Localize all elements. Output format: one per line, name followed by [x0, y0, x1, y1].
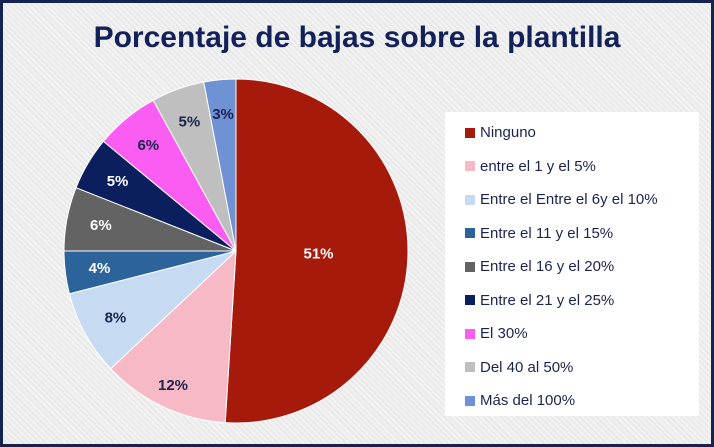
legend-label: Más del 100% [480, 392, 576, 409]
data-label: 5% [179, 114, 201, 131]
pie-slice [109, 249, 237, 424]
pie-slice [224, 78, 409, 424]
legend-label: Ninguno [480, 124, 536, 141]
pie-chart: 51% 12% 8% 4% 6% 5% 6% 5% 3% [63, 78, 409, 424]
legend-swatch [465, 194, 475, 205]
legend: Ninguno entre el 1 y el 5% Entre el Entre … [445, 112, 699, 416]
legend-swatch [465, 328, 475, 339]
legend-swatch [465, 295, 475, 305]
data-label: 5% [107, 173, 129, 190]
data-label: 6% [137, 137, 159, 154]
data-label: 51% [304, 246, 334, 263]
data-label: 8% [105, 309, 127, 326]
legend-label: Entre el 16 y el 20% [480, 258, 615, 275]
legend-item: entre el 1 y el 5% [465, 158, 596, 175]
chart-title: Porcentaje de bajas sobre la plantilla [93, 21, 621, 54]
data-label: 12% [158, 377, 188, 394]
legend-swatch [465, 362, 475, 372]
data-label: 6% [90, 217, 112, 234]
legend-item: Más del 100% [465, 392, 575, 409]
pie-slice [203, 78, 237, 252]
legend-label: Entre el 11 y el 15% [480, 224, 614, 242]
legend-swatch [465, 395, 475, 406]
data-label: 3% [212, 106, 234, 123]
legend-item: Ninguno [465, 124, 536, 141]
legend-item: Entre el 16 y el 20% [465, 258, 614, 275]
legend-label: Del 40 al 50% [480, 358, 574, 376]
legend-swatch [465, 127, 475, 138]
legend-swatch [465, 161, 475, 171]
legend-item: Entre el 11 y el 15% [465, 225, 613, 242]
legend-label: entre el 1 y el 5% [480, 157, 596, 175]
legend-swatch [465, 261, 475, 272]
legend-label: Entre el Entre el 6y el 10% [480, 191, 658, 208]
legend-item: Entre el Entre el 6y el 10% [465, 191, 658, 208]
legend-item: Entre el 21 y el 25% [465, 292, 614, 309]
legend-item: Del 40 al 50% [465, 359, 573, 376]
legend-swatch [465, 228, 475, 238]
legend-label: Entre el 21 y el 25% [480, 291, 615, 309]
legend-label: El 30% [480, 325, 528, 342]
legend-item: El 30% [465, 325, 528, 342]
data-label: 4% [89, 260, 111, 277]
